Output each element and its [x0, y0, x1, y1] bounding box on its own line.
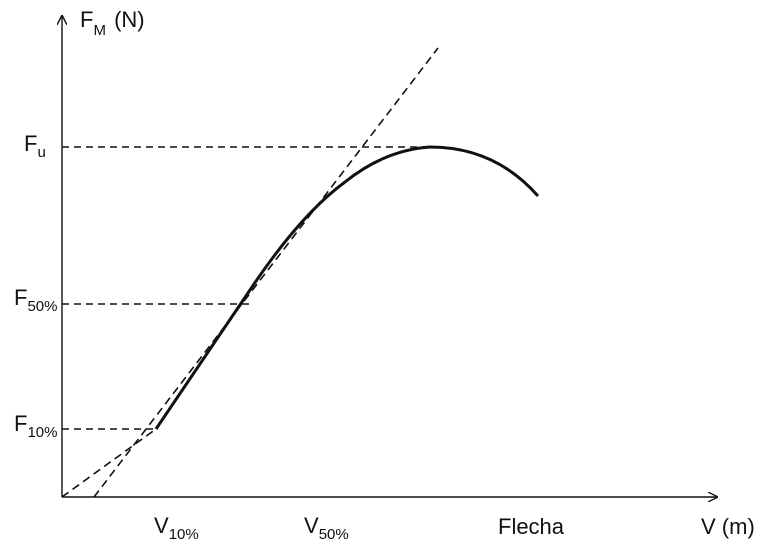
f10-label: F10% [14, 411, 57, 441]
fu-label: Fu [24, 131, 46, 161]
v50-label-sub: 50% [319, 526, 349, 543]
y-axis-title-main: F [80, 7, 93, 32]
v10-label: V10% [154, 513, 199, 543]
f10-label-main: F [14, 411, 27, 436]
fu-label-sub: u [37, 144, 45, 161]
y-axis-title: FM (N) [80, 7, 145, 39]
flecha-caption: Flecha [498, 514, 565, 539]
y-axis-title-sub: M [93, 22, 106, 39]
load-deflection-curve [154, 145, 540, 430]
f10-label-sub: 10% [27, 424, 57, 441]
v10-label-sub: 10% [169, 526, 199, 543]
fu-label-main: F [24, 131, 37, 156]
v50-label: V50% [304, 513, 349, 543]
f50-label: F50% [14, 285, 57, 315]
tangent-line [93, 47, 439, 498]
v50-label-main: V [304, 513, 319, 538]
f50-label-main: F [14, 285, 27, 310]
x-axis-title: V (m) [701, 514, 755, 539]
f50-label-sub: 50% [27, 298, 57, 315]
v10-label-main: V [154, 513, 169, 538]
secant-line [61, 428, 157, 498]
y-axis-title-unit: (N) [108, 7, 145, 32]
